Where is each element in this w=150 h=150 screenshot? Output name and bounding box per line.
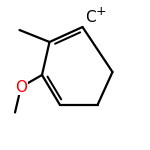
Text: +: + [96,5,106,18]
Text: C: C [85,11,95,26]
Text: O: O [15,80,27,94]
